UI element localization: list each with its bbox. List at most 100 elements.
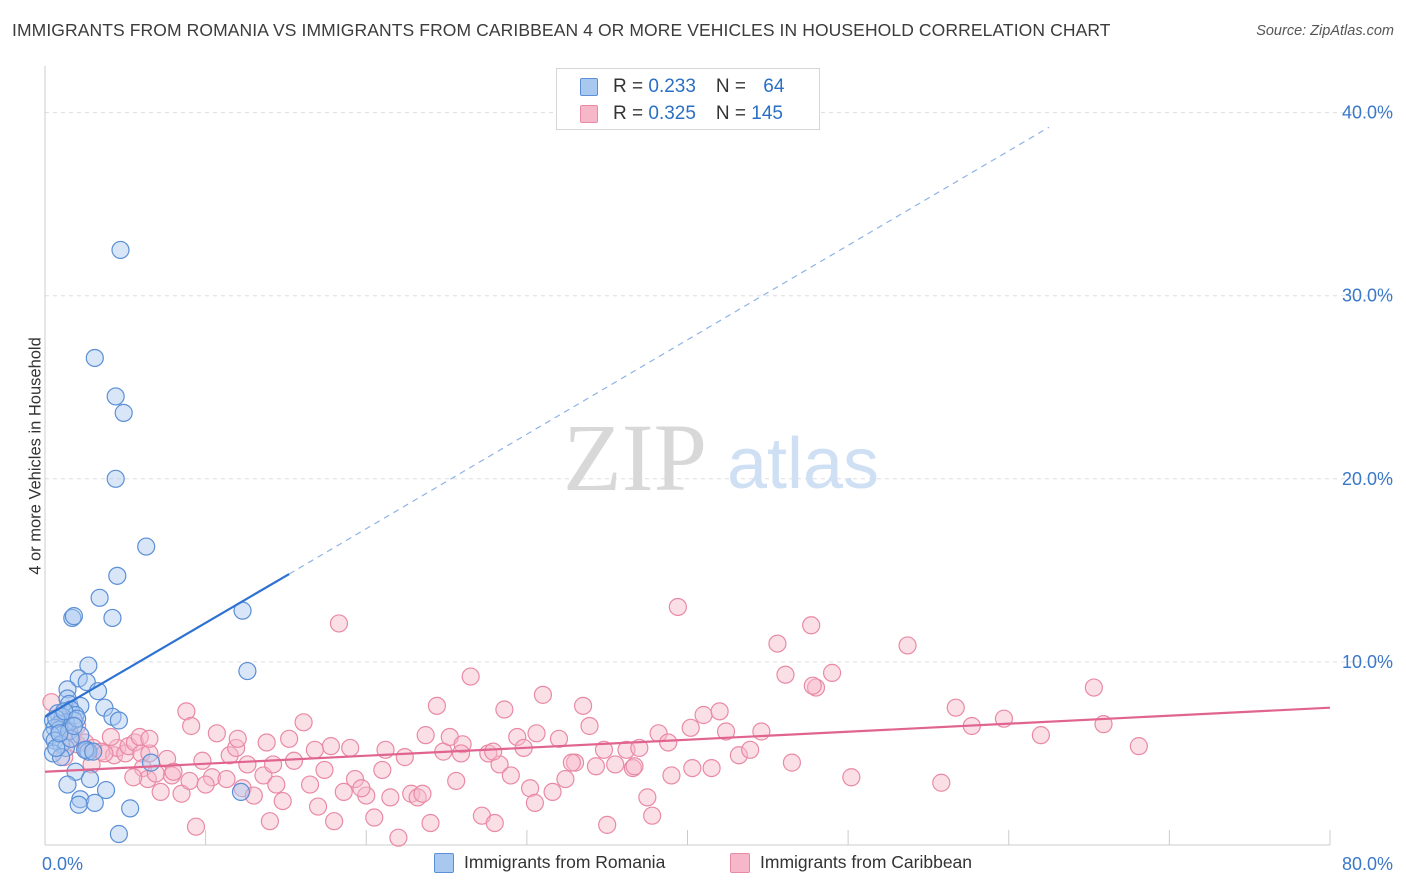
romania-point xyxy=(64,607,84,626)
trend-lines xyxy=(44,126,1331,773)
caribbean-point xyxy=(273,791,292,811)
legend-text-caribbean: R = 0.325 N = 145 xyxy=(613,103,783,125)
caribbean-point xyxy=(802,616,821,635)
caribbean-point xyxy=(662,766,681,785)
caribbean-point xyxy=(193,751,212,770)
series-label-caribbean: Immigrants from Caribbean xyxy=(760,852,973,872)
caribbean-point xyxy=(227,738,246,758)
watermark: ZIP atlas xyxy=(563,404,879,511)
caribbean-point xyxy=(625,757,644,776)
caribbean-point xyxy=(260,812,279,831)
legend-n-value: 145 xyxy=(751,103,783,124)
y-axis-label: 4 or more Vehicles in Household xyxy=(26,337,45,575)
caribbean-point xyxy=(461,667,480,686)
romania-point xyxy=(109,711,128,730)
legend-r-value: 0.233 xyxy=(648,76,696,97)
caribbean-point xyxy=(373,760,392,780)
caribbean-point xyxy=(453,735,472,754)
caribbean-point xyxy=(898,636,917,655)
caribbean-point xyxy=(594,740,614,759)
legend-text-romania: R = 0.233 N = 64 xyxy=(613,76,784,98)
caribbean-point xyxy=(101,727,120,747)
romania-point xyxy=(108,566,127,585)
legend-swatch-caribbean xyxy=(580,105,598,123)
caribbean-point xyxy=(257,733,276,752)
caribbean-point xyxy=(638,788,657,807)
caribbean-point xyxy=(140,744,159,763)
series-legend-romania[interactable]: Immigrants from Romania xyxy=(434,852,665,873)
watermark-atlas: atlas xyxy=(727,424,879,504)
caribbean-points xyxy=(42,597,1148,847)
series-legend-caribbean[interactable]: Immigrants from Caribbean xyxy=(730,852,972,873)
caribbean-point xyxy=(741,740,760,759)
romania-point xyxy=(85,348,104,368)
romania-trend-line xyxy=(44,573,290,718)
romania-point xyxy=(238,661,257,681)
caribbean-point xyxy=(381,788,400,807)
romania-point xyxy=(69,795,88,814)
caribbean-point xyxy=(164,762,183,781)
romania-point xyxy=(106,469,125,488)
caribbean-point xyxy=(151,782,170,802)
caribbean-point xyxy=(710,702,729,721)
tick-labels: 10.0% 20.0% 30.0% 40.0% 0.0% 80.0% xyxy=(42,103,1393,874)
caribbean-point xyxy=(932,773,951,792)
caribbean-point xyxy=(180,771,199,791)
x-tick-label: 80.0% xyxy=(1342,854,1393,874)
caribbean-point xyxy=(556,769,575,789)
caribbean-point xyxy=(447,771,466,791)
caribbean-point xyxy=(315,760,334,780)
caribbean-point xyxy=(305,740,324,759)
caribbean-point xyxy=(202,768,222,787)
y-tick-label: 10.0% xyxy=(1342,652,1393,672)
caribbean-point xyxy=(495,700,514,719)
caribbean-point xyxy=(643,806,662,825)
caribbean-point xyxy=(352,779,371,798)
caribbean-point xyxy=(527,724,546,743)
legend-swatch-romania xyxy=(580,78,598,96)
romania-point xyxy=(51,748,71,767)
romania-point xyxy=(84,742,103,761)
chart-title: IMMIGRANTS FROM ROMANIA VS IMMIGRANTS FR… xyxy=(12,20,1111,40)
x-tick-label: 0.0% xyxy=(42,854,83,874)
caribbean-point xyxy=(345,769,365,789)
caribbean-point xyxy=(716,722,736,741)
caribbean-point xyxy=(196,775,215,794)
caribbean-point xyxy=(946,698,965,717)
caribbean-point xyxy=(525,793,545,812)
caribbean-point xyxy=(427,696,447,715)
caribbean-point xyxy=(238,755,257,774)
caribbean-point xyxy=(280,729,299,748)
caribbean-point xyxy=(395,748,414,767)
caribbean-point xyxy=(389,828,408,847)
gridlines xyxy=(45,112,1392,663)
caribbean-point xyxy=(321,737,341,756)
caribbean-point xyxy=(182,716,201,736)
romania-trend-extension xyxy=(288,126,1050,575)
caribbean-point xyxy=(842,768,861,787)
caribbean-point xyxy=(294,713,313,732)
caribbean-point xyxy=(806,678,826,697)
correlation-legend: R = 0.233 N = 64 R = 0.325 N = 145 xyxy=(556,68,820,130)
caribbean-point xyxy=(124,768,143,787)
caribbean-point xyxy=(683,758,702,778)
series-swatch-romania xyxy=(434,852,454,873)
romania-point xyxy=(114,403,133,422)
legend-r-label: R = xyxy=(613,76,649,97)
caribbean-point xyxy=(1129,737,1148,756)
caribbean-point xyxy=(580,716,599,736)
romania-points xyxy=(42,240,257,844)
caribbean-point xyxy=(325,812,344,831)
caribbean-point xyxy=(207,724,226,743)
romania-point xyxy=(121,799,140,818)
caribbean-point xyxy=(501,766,520,785)
caribbean-point xyxy=(177,702,196,721)
romania-point xyxy=(64,716,84,736)
caribbean-point xyxy=(125,733,145,752)
romania-point xyxy=(58,775,77,794)
romania-point xyxy=(111,240,130,260)
caribbean-point xyxy=(549,729,569,748)
romania-point xyxy=(50,724,69,743)
caribbean-point xyxy=(220,746,239,765)
romania-point xyxy=(90,588,109,607)
